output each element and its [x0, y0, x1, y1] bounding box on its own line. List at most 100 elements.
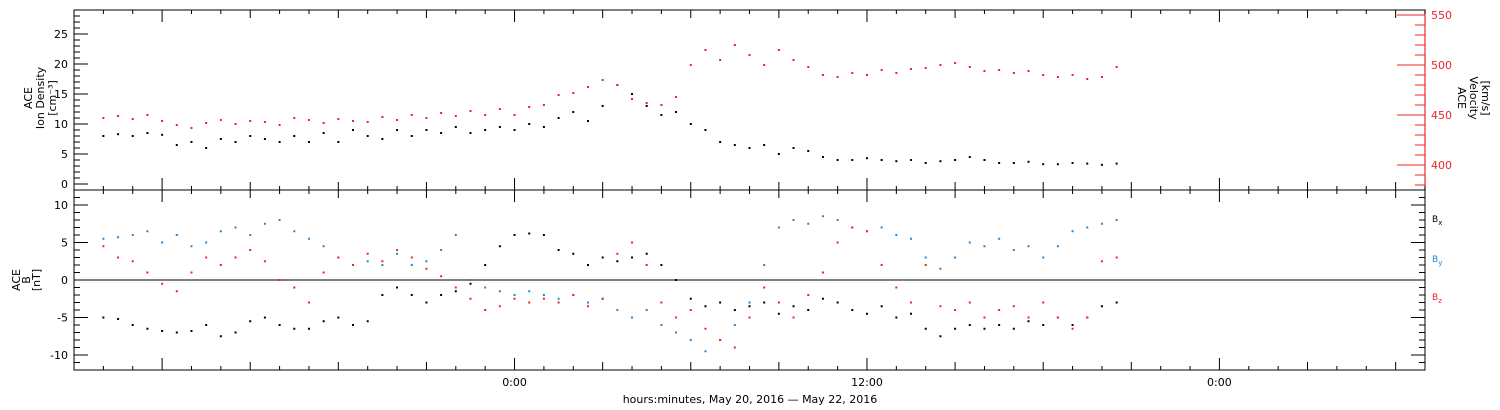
field-point-bz	[557, 301, 560, 304]
density-point	[498, 108, 501, 110]
density-point	[792, 59, 795, 61]
field-point-bx	[660, 264, 663, 266]
field-point-by	[513, 294, 516, 296]
field-point-bx	[865, 312, 868, 315]
axis-ticks: 0 5 10 15 20 25 400 450 500 550 -10 -5 0 5 10 0:00 12:00…	[50, 9, 1452, 389]
field-point-by	[983, 245, 986, 248]
density-point	[352, 129, 355, 131]
density-point	[234, 123, 237, 125]
field-point-bz	[1027, 316, 1030, 319]
field-point-bx	[910, 312, 913, 315]
field-point-bx	[513, 234, 516, 236]
density-point	[983, 159, 986, 161]
field-point-bz	[513, 297, 516, 300]
field-point-bx	[763, 301, 766, 304]
axis-labels: ACE Ion Density [cm⁻³] ACE Velocity [km/…	[10, 66, 1492, 291]
field-point-by	[689, 339, 692, 341]
top-left-tick-label: 10	[54, 118, 68, 131]
field-point-bz	[836, 241, 839, 244]
top-right-tick-label: 400	[1431, 159, 1452, 172]
field-point-bx	[675, 279, 678, 281]
density-point	[807, 66, 810, 68]
field-point-by	[631, 316, 634, 319]
density-point	[1115, 162, 1118, 165]
field-point-bz	[352, 264, 355, 266]
field-point-bx	[1071, 324, 1074, 326]
field-point-bz	[278, 279, 281, 281]
bottom-ylabel-line3: [nT]	[30, 269, 43, 291]
field-point-bz	[645, 264, 648, 266]
field-point-bx	[1027, 320, 1030, 323]
density-point	[528, 106, 531, 108]
density-point	[249, 120, 252, 122]
density-point	[616, 84, 619, 86]
density-point	[219, 119, 222, 121]
density-point	[645, 105, 648, 107]
density-point	[381, 138, 384, 140]
field-point-bx	[542, 234, 545, 236]
field-point-bz	[572, 294, 575, 296]
density-point	[954, 159, 957, 161]
top-left-ylabel-line3: [cm⁻³]	[46, 80, 59, 116]
density-point	[293, 117, 296, 119]
field-point-bz	[381, 260, 384, 263]
density-point	[1042, 163, 1045, 166]
density-point	[146, 114, 149, 116]
density-point	[836, 159, 839, 161]
density-point	[425, 117, 428, 119]
field-point-bz	[117, 256, 120, 259]
field-point-bz	[1086, 316, 1089, 319]
density-point	[337, 118, 340, 120]
field-point-bx	[851, 309, 854, 311]
density-point	[895, 160, 898, 163]
top-left-tick-label: 0	[61, 178, 68, 191]
density-point	[631, 93, 634, 95]
field-point-bz	[1071, 327, 1074, 330]
field-point-bx	[748, 305, 751, 308]
field-point-bx	[733, 309, 736, 311]
density-point	[117, 133, 120, 136]
field-point-bx	[601, 256, 604, 259]
density-point	[1071, 162, 1074, 164]
density-point	[307, 141, 310, 143]
field-point-bz	[616, 252, 619, 255]
field-point-bz	[763, 286, 766, 289]
field-point-bz	[337, 256, 340, 259]
field-point-bx	[586, 264, 589, 266]
density-point	[910, 159, 913, 161]
field-point-bz	[689, 309, 692, 311]
density-point	[968, 156, 971, 158]
density-point	[498, 126, 501, 128]
density-point	[542, 104, 545, 106]
field-point-bz	[263, 260, 266, 263]
density-point	[954, 62, 957, 64]
field-point-bz	[660, 301, 663, 304]
density-point	[572, 92, 575, 94]
density-point	[910, 68, 913, 70]
density-point	[880, 159, 883, 161]
field-point-by	[777, 226, 780, 229]
field-point-bz	[366, 252, 369, 255]
density-point	[263, 138, 266, 140]
field-point-by	[278, 219, 281, 221]
x-axis-title: hours:minutes, May 20, 2016 — May 22, 20…	[622, 393, 878, 406]
field-point-bz	[601, 297, 604, 300]
density-point	[763, 144, 766, 146]
density-point	[865, 74, 868, 76]
density-point	[161, 120, 164, 122]
density-point	[675, 96, 678, 98]
field-point-bz	[998, 309, 1001, 311]
field-point-by	[1086, 226, 1089, 229]
field-point-bz	[954, 309, 957, 311]
field-point-by	[396, 252, 399, 255]
field-point-bz	[968, 301, 971, 304]
field-point-by	[895, 234, 898, 236]
top-left-tick-label: 25	[54, 28, 68, 41]
field-point-bz	[851, 226, 854, 229]
field-point-by	[807, 222, 810, 225]
field-point-bx	[895, 316, 898, 319]
density-point	[205, 122, 208, 124]
field-point-bx	[175, 331, 178, 334]
field-point-bx	[777, 312, 780, 315]
field-point-bx	[968, 324, 971, 326]
